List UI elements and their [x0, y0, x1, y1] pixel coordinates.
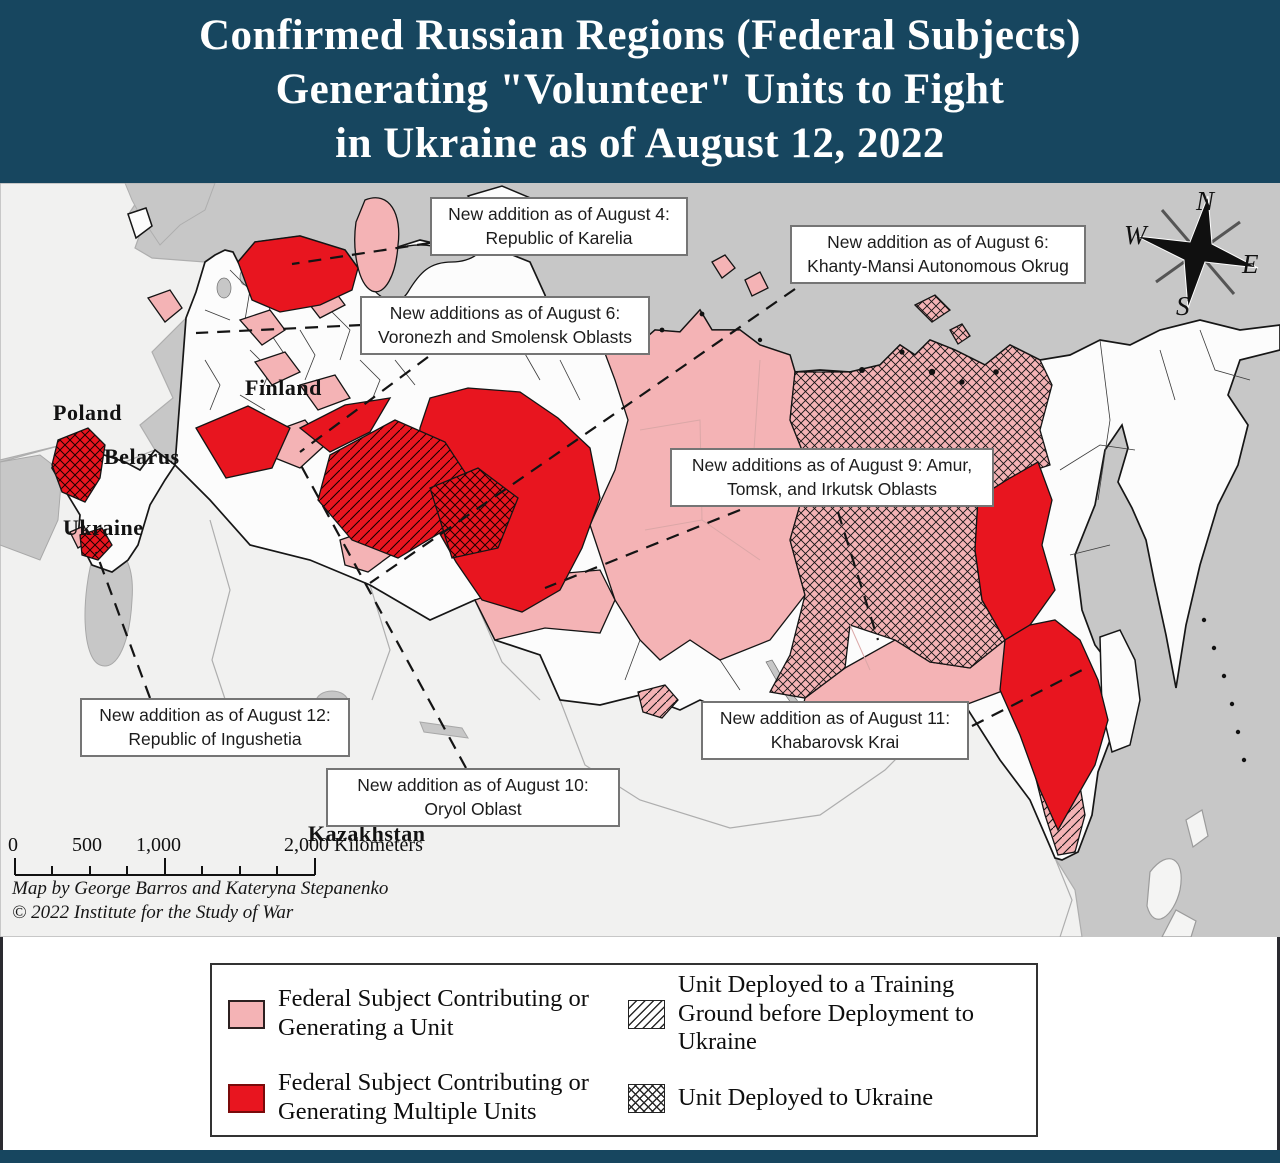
compass-n-label: N	[1196, 186, 1215, 216]
callout-aug10-oryol: New addition as of August 10: Oryol Obla…	[326, 768, 620, 828]
callout-aug6-khanty-mansi: New addition as of August 6: Khanty-Mans…	[790, 225, 1086, 285]
map-canvas: Poland Belarus Ukraine Finland Kazakhsta…	[0, 183, 1280, 1126]
callout-text: New addition as of August 12:	[99, 705, 331, 725]
callout-text: Oryol Oblast	[424, 798, 522, 819]
pink-swatch-icon	[228, 999, 265, 1029]
callout-aug11-khabarovsk: New addition as of August 11: Khabarovsk…	[701, 701, 969, 761]
legend-item-training-ground: Unit Deployed to a Training Ground befor…	[628, 967, 1026, 1061]
callout-text: New additions as of August 6:	[389, 303, 621, 323]
attribution-authors: Map by George Barros and Kateryna Stepan…	[12, 878, 389, 899]
legend-label: Unit Deployed to Ukraine	[678, 1083, 934, 1111]
legend-label: Federal Subject Contributing or Generati…	[278, 1069, 589, 1125]
callout-text: New addition as of August 11:	[719, 708, 951, 728]
country-label-belarus: Belarus	[104, 444, 180, 469]
compass-s-label: S	[1176, 291, 1190, 321]
crosshatch-swatch-icon	[628, 1083, 665, 1113]
legend-section: Federal Subject Contributing or Generati…	[0, 937, 1280, 1163]
callout-text: New addition as of August 4:	[448, 204, 670, 224]
scale-label-1000: 1,000	[136, 834, 181, 856]
callout-text: Republic of Ingushetia	[128, 728, 302, 749]
title-banner: Confirmed Russian Regions (Federal Subje…	[0, 0, 1280, 183]
compass-rose-icon	[1135, 195, 1259, 309]
scale-label-0: 0	[8, 834, 18, 856]
callout-aug9-amur-tomsk-irkutsk: New additions as of August 9: Amur, Toms…	[670, 448, 994, 508]
coastal-specks	[659, 311, 1247, 763]
red-cross-regions	[51, 427, 519, 561]
callout-aug12-ingushetia: New addition as of August 12: Republic o…	[80, 698, 350, 758]
japan-islands	[1146, 809, 1209, 937]
callout-text: Tomsk, and Irkutsk Oblasts	[726, 478, 938, 499]
scale-label-2000: 2,000 Kilometers	[284, 834, 423, 856]
callout-text: Khanty-Mansi Autonomous Okrug	[807, 255, 1069, 276]
diagonal-hatch-swatch-icon	[628, 999, 665, 1029]
attribution-copyright: © 2022 Institute for the Study of War	[12, 902, 294, 923]
compass-e-label: E	[1242, 249, 1259, 279]
bottom-accent-strip	[0, 1150, 1280, 1163]
inland-seas	[0, 454, 469, 739]
title-line-1: Confirmed Russian Regions (Federal Subje…	[199, 12, 1081, 59]
scale-bar	[14, 858, 316, 876]
callout-text: Khabarovsk Krai	[770, 731, 900, 752]
callout-aug4-karelia: New addition as of August 4: Republic of…	[430, 197, 688, 257]
legend-item-multiple-units: Federal Subject Contributing or Generati…	[228, 1061, 628, 1135]
compass-w-label: W	[1124, 220, 1147, 250]
callout-aug6-voronezh-smolensk: New additions as of August 6: Voronezh a…	[360, 296, 650, 356]
legend-box: Federal Subject Contributing or Generati…	[210, 963, 1038, 1137]
legend-label: Federal Subject Contributing or Generati…	[278, 985, 589, 1041]
title-line-2: Generating "Volunteer" Units to Fight	[275, 66, 1005, 113]
country-label-ukraine: Ukraine	[63, 515, 144, 540]
eurasia-map	[0, 183, 1280, 937]
callout-text: New additions as of August 9: Amur,	[691, 455, 973, 475]
scale-label-500: 500	[72, 834, 102, 856]
callout-text: Voronezh and Smolensk Oblasts	[378, 326, 632, 347]
callout-text: New addition as of August 10:	[357, 775, 589, 795]
callout-text: New addition as of August 6:	[827, 232, 1049, 252]
legend-item-deployed-ukraine: Unit Deployed to Ukraine	[628, 1061, 1026, 1135]
title-line-3: in Ukraine as of August 12, 2022	[335, 120, 945, 167]
red-swatch-icon	[228, 1083, 265, 1113]
country-label-poland: Poland	[53, 400, 123, 425]
dashed-leader-lines	[94, 241, 1087, 769]
callout-text: Republic of Karelia	[485, 227, 633, 248]
baltic-sea	[124, 183, 216, 246]
legend-item-contributing-unit: Federal Subject Contributing or Generati…	[228, 967, 628, 1061]
legend-label: Unit Deployed to a Training Ground befor…	[678, 970, 974, 1056]
country-label-finland: Finland	[245, 375, 322, 400]
crosshatch-regions	[768, 294, 1053, 699]
